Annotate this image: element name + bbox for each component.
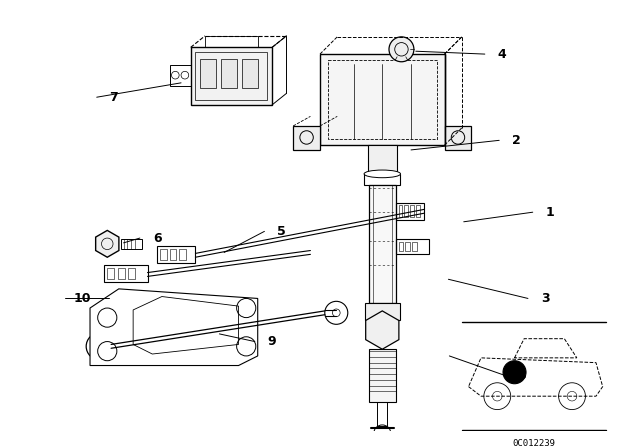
Polygon shape bbox=[90, 289, 258, 366]
Bar bbox=[108, 268, 114, 279]
Bar bbox=[195, 52, 268, 100]
Bar bbox=[399, 242, 403, 251]
Bar bbox=[412, 242, 417, 251]
Text: 3: 3 bbox=[541, 292, 550, 305]
Ellipse shape bbox=[364, 170, 401, 178]
Bar bbox=[416, 206, 420, 217]
Bar bbox=[396, 202, 424, 220]
Bar bbox=[104, 265, 147, 282]
Bar bbox=[364, 174, 401, 185]
Bar bbox=[170, 249, 176, 260]
Circle shape bbox=[86, 333, 113, 360]
Bar bbox=[200, 59, 216, 88]
Bar bbox=[179, 249, 186, 260]
Bar bbox=[157, 246, 195, 263]
Bar bbox=[396, 239, 429, 254]
Text: 2: 2 bbox=[512, 134, 521, 147]
Polygon shape bbox=[133, 297, 239, 354]
Bar bbox=[160, 249, 166, 260]
Bar bbox=[118, 268, 125, 279]
Bar bbox=[365, 303, 399, 320]
Bar bbox=[191, 47, 272, 105]
Bar bbox=[410, 206, 414, 217]
Bar bbox=[221, 59, 237, 88]
Bar bbox=[369, 185, 396, 303]
Text: 6: 6 bbox=[153, 232, 161, 245]
Text: 5: 5 bbox=[277, 225, 286, 238]
Bar bbox=[399, 206, 403, 217]
Bar bbox=[368, 145, 397, 174]
Bar bbox=[404, 206, 408, 217]
Polygon shape bbox=[95, 230, 119, 257]
Bar bbox=[129, 268, 135, 279]
Bar bbox=[205, 36, 258, 47]
Text: 8: 8 bbox=[517, 369, 525, 382]
Bar bbox=[320, 54, 445, 145]
Text: 1: 1 bbox=[546, 206, 554, 219]
Circle shape bbox=[389, 37, 414, 62]
Bar bbox=[121, 239, 142, 249]
Text: 7: 7 bbox=[109, 90, 118, 104]
Polygon shape bbox=[515, 339, 577, 358]
Bar bbox=[328, 60, 437, 139]
Circle shape bbox=[95, 341, 104, 351]
Bar bbox=[445, 126, 472, 150]
Polygon shape bbox=[468, 358, 603, 396]
Bar bbox=[369, 349, 396, 402]
Text: 4: 4 bbox=[498, 47, 506, 60]
Bar bbox=[378, 402, 387, 426]
Bar bbox=[243, 59, 258, 88]
Text: 9: 9 bbox=[268, 335, 276, 348]
Text: 10: 10 bbox=[74, 292, 91, 305]
Polygon shape bbox=[365, 311, 399, 349]
Bar bbox=[170, 65, 191, 86]
Circle shape bbox=[503, 361, 526, 384]
Bar bbox=[405, 242, 410, 251]
Text: 0C012239: 0C012239 bbox=[512, 439, 555, 448]
Bar bbox=[293, 126, 320, 150]
